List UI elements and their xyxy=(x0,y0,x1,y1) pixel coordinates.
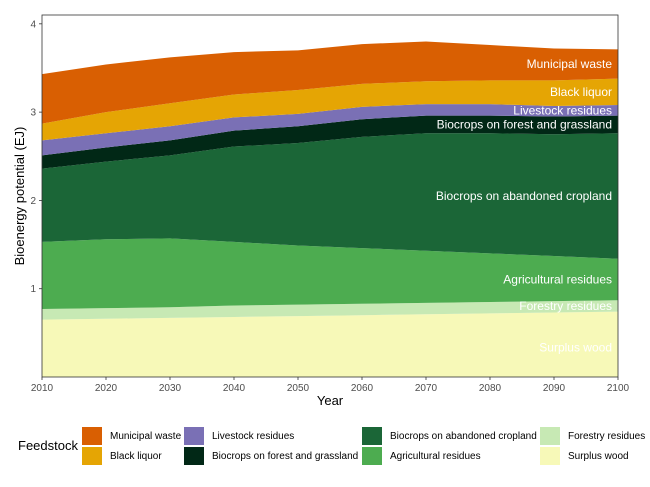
legend-item-forestry-residues: Forestry residues xyxy=(540,426,645,446)
plot-frame xyxy=(41,14,619,378)
area-label-biocrops-on-forest-and-grassland: Biocrops on forest and grassland xyxy=(437,117,612,131)
area-label-biocrops-on-abandoned-cropland: Biocrops on abandoned cropland xyxy=(436,189,612,203)
legend-swatch xyxy=(82,447,102,465)
legend-item-black-liquor: Black liquor xyxy=(82,446,162,466)
y-axis-title: Bioenergy potential (EJ) xyxy=(12,127,27,266)
area-label-agricultural-residues: Agricultural residues xyxy=(503,272,612,286)
x-tick-label: 2020 xyxy=(95,383,118,394)
chart-canvas: Surplus wood Forestry residues Agricultura… xyxy=(12,14,630,408)
area-label-municipal-waste: Municipal waste xyxy=(527,57,613,71)
legend-label: Biocrops on forest and grassland xyxy=(212,450,359,462)
area-biocrops-on-forest-and-grassland xyxy=(42,115,618,169)
legend-label: Black liquor xyxy=(110,450,162,462)
area-label-black-liquor: Black liquor xyxy=(550,85,612,99)
x-axis-title: Year xyxy=(317,393,344,408)
legend-label: Livestock residues xyxy=(212,430,295,442)
legend-label: Forestry residues xyxy=(568,430,646,442)
legend-label: Municipal waste xyxy=(110,430,182,442)
legend: Feedstock Municipal waste Black liquor Liv… xyxy=(0,420,650,480)
x-tick-label: 2050 xyxy=(287,383,310,394)
x-tick-label: 2060 xyxy=(351,383,374,394)
legend-label: Biocrops on abandoned cropland xyxy=(390,430,537,442)
legend-title: Feedstock xyxy=(18,438,78,453)
area-label-surplus-wood: Surplus wood xyxy=(539,341,612,355)
x-tick-label: 2040 xyxy=(223,383,246,394)
area-biocrops-on-abandoned-cropland xyxy=(42,133,618,259)
legend-label: Surplus wood xyxy=(568,450,629,462)
legend-swatch xyxy=(540,447,560,465)
legend-item-livestock-residues: Livestock residues xyxy=(184,426,294,446)
x-tick-label: 2010 xyxy=(31,383,54,394)
x-tick-label: 2100 xyxy=(607,383,630,394)
x-tick-label: 2070 xyxy=(415,383,438,394)
y-tick-label: 2 xyxy=(30,196,36,207)
y-tick-label: 1 xyxy=(30,284,36,295)
legend-swatch xyxy=(184,447,204,465)
legend-item-biocrops-on-abandoned-cropland: Biocrops on abandoned cropland xyxy=(362,426,537,446)
legend-label: Agricultural residues xyxy=(390,450,481,462)
area-municipal-waste xyxy=(42,41,618,124)
legend-item-municipal-waste: Municipal waste xyxy=(82,426,181,446)
area-surplus-wood xyxy=(42,311,618,377)
area-label-livestock-residues: Livestock residues xyxy=(513,103,612,117)
x-tick-label: 2090 xyxy=(543,383,566,394)
area-agricultural-residues xyxy=(42,238,618,310)
area-black-liquor xyxy=(42,78,618,141)
legend-swatch xyxy=(184,427,204,445)
x-tick-label: 2080 xyxy=(479,383,502,394)
area-label-forestry-residues: Forestry residues xyxy=(519,299,612,313)
legend-swatch xyxy=(362,447,382,465)
y-tick-label: 4 xyxy=(30,19,36,30)
y-tick-label: 3 xyxy=(30,108,36,119)
legend-item-agricultural-residues: Agricultural residues xyxy=(362,446,481,466)
legend-item-surplus-wood: Surplus wood xyxy=(540,446,629,466)
area-livestock-residues xyxy=(42,104,618,156)
legend-swatch xyxy=(82,427,102,445)
x-tick-label: 2030 xyxy=(159,383,182,394)
legend-swatch xyxy=(540,427,560,445)
area-forestry-residues xyxy=(42,300,618,320)
legend-swatch xyxy=(362,427,382,445)
legend-item-biocrops-on-forest-and-grassland: Biocrops on forest and grassland xyxy=(184,446,358,466)
